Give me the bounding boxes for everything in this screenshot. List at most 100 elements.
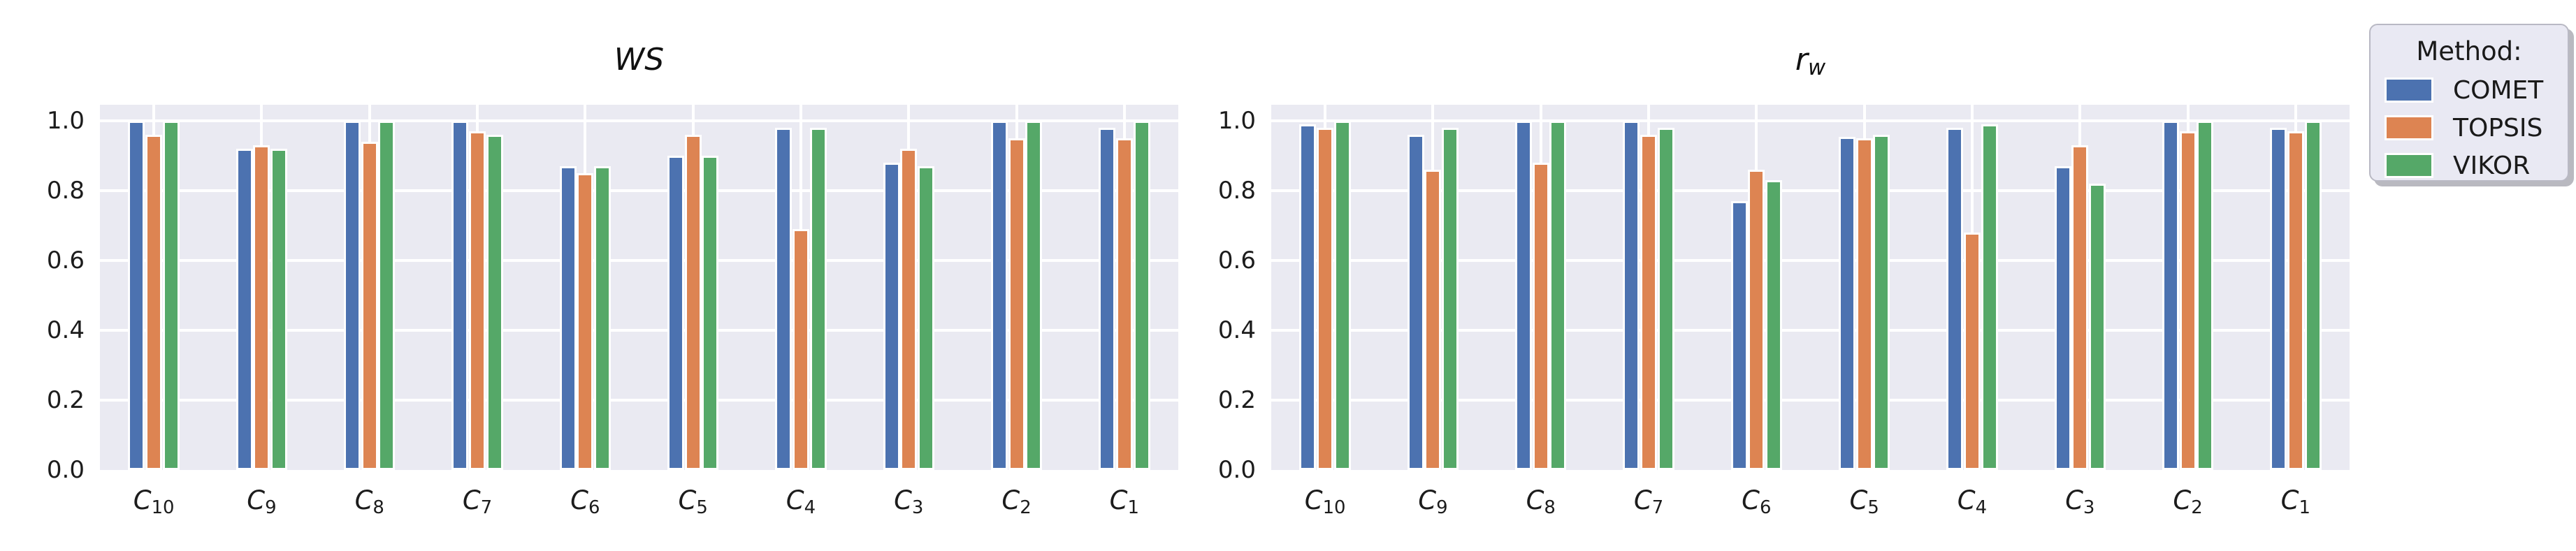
bar-rw-c_8-vikor [1549,121,1567,470]
bar-rw-c_9-comet [1407,135,1424,470]
gridline-h [1271,259,2350,262]
bar-rw-c_9-vikor [1442,128,1459,470]
x-tick-label: C7 [462,485,493,518]
y-tick-label: 1.0 [46,107,85,135]
x-tick-label: C10 [133,485,175,518]
bar-ws-c_9-comet [236,149,253,470]
bar-rw-c_8-comet [1515,121,1533,470]
x-tick-label: C7 [1633,485,1664,518]
legend-swatch-comet [2385,78,2433,103]
bar-ws-c_1-vikor [1133,121,1150,470]
bar-rw-c_10-topsis [1317,128,1334,470]
plot-rw [1271,105,2350,470]
x-tick-label: C6 [570,485,600,518]
bar-ws-c_1-comet [1099,128,1116,470]
y-tick-label: 0.4 [1217,316,1256,344]
bar-rw-c_1-vikor [2304,121,2322,470]
bar-rw-c_7-comet [1623,121,1640,470]
y-tick-label: 0.4 [46,316,85,344]
x-tick-label: C8 [354,485,384,518]
x-tick-label: C1 [2280,485,2310,518]
bar-ws-c_7-vikor [486,135,503,470]
legend-title: Method: [2416,36,2522,66]
bar-ws-c_3-topsis [900,149,918,470]
gridline-h [100,189,1178,192]
bar-rw-c_2-topsis [2179,131,2197,470]
bar-ws-c_2-comet [990,121,1008,470]
bar-ws-c_8-comet [344,121,361,470]
bar-rw-c_3-comet [2054,166,2071,470]
gridline-h [100,119,1178,122]
x-tick-label: C3 [2065,485,2095,518]
bar-rw-c_6-topsis [1748,170,1765,470]
x-tick-label: C1 [1109,485,1139,518]
gridline-h [1271,329,2350,332]
legend-label-vikor: VIKOR [2453,151,2531,180]
bar-ws-c_9-topsis [253,145,270,470]
gridline-h [1271,119,2350,122]
x-tick-label: C4 [1957,485,1988,518]
x-tick-label: C3 [894,485,924,518]
y-tick-label: 0.0 [1217,456,1256,484]
x-tick-label: C5 [678,485,708,518]
y-tick-label: 0.8 [46,177,85,205]
x-tick-label: C5 [1849,485,1879,518]
y-tick-label: 0.0 [46,456,85,484]
bar-ws-c_7-topsis [469,131,486,470]
bar-ws-c_9-vikor [270,149,288,470]
bar-ws-c_2-topsis [1008,138,1025,470]
x-tick-label: C10 [1304,485,1346,518]
bar-rw-c_2-vikor [2197,121,2214,470]
y-tick-label: 0.6 [1217,247,1256,274]
legend-entry-comet: COMET [2385,76,2568,105]
bar-rw-c_3-topsis [2071,145,2089,470]
bar-ws-c_4-vikor [809,128,827,470]
bar-ws-c_4-comet [775,128,793,470]
bar-ws-c_5-topsis [684,135,702,470]
plot-title-rw: rw [1795,42,1826,80]
y-tick-label: 0.6 [46,247,85,274]
bar-ws-c_10-topsis [145,135,163,470]
legend-entry-topsis: TOPSIS [2385,114,2568,142]
bar-ws-c_1-topsis [1115,138,1133,470]
bar-rw-c_10-vikor [1333,121,1351,470]
legend: Method: COMET TOPSIS VIKOR [2369,24,2569,182]
gridline-h [1271,399,2350,402]
bar-rw-c_8-topsis [1532,163,1549,470]
bar-ws-c_6-comet [559,166,577,470]
bar-ws-c_8-vikor [378,121,396,470]
bar-ws-c_8-topsis [361,142,378,470]
bar-ws-c_10-vikor [162,121,180,470]
gridline-h [100,399,1178,402]
bar-rw-c_1-comet [2270,128,2287,470]
gridline-h [1271,189,2350,192]
x-tick-label: C6 [1742,485,1772,518]
bar-rw-c_2-comet [2162,121,2179,470]
bar-ws-c_6-topsis [577,173,594,470]
plot-ws [100,105,1178,470]
y-tick-label: 0.8 [1217,177,1256,205]
bar-rw-c_3-vikor [2088,184,2106,470]
bar-ws-c_3-comet [883,163,900,470]
bar-ws-c_10-comet [128,121,145,470]
bar-rw-c_4-vikor [1981,124,1998,470]
bar-rw-c_4-comet [1946,128,1964,470]
bar-rw-c_5-vikor [1873,135,1890,470]
y-tick-label: 0.2 [1217,386,1256,414]
bar-rw-c_5-topsis [1855,138,1873,470]
bar-ws-c_2-vikor [1025,121,1043,470]
gridline-h [100,329,1178,332]
bar-ws-c_4-topsis [792,229,809,470]
legend-entry-vikor: VIKOR [2385,151,2568,180]
bar-rw-c_1-topsis [2287,131,2304,470]
plot-title-ws: WS [614,42,665,78]
bar-rw-c_6-vikor [1765,180,1783,470]
bar-rw-c_4-topsis [1963,233,1981,470]
x-tick-label: C2 [2173,485,2203,518]
y-tick-label: 1.0 [1217,107,1256,135]
bar-rw-c_5-comet [1838,136,1855,470]
bar-rw-c_9-topsis [1424,170,1442,470]
legend-label-topsis: TOPSIS [2453,113,2543,142]
bar-ws-c_7-comet [451,121,469,470]
